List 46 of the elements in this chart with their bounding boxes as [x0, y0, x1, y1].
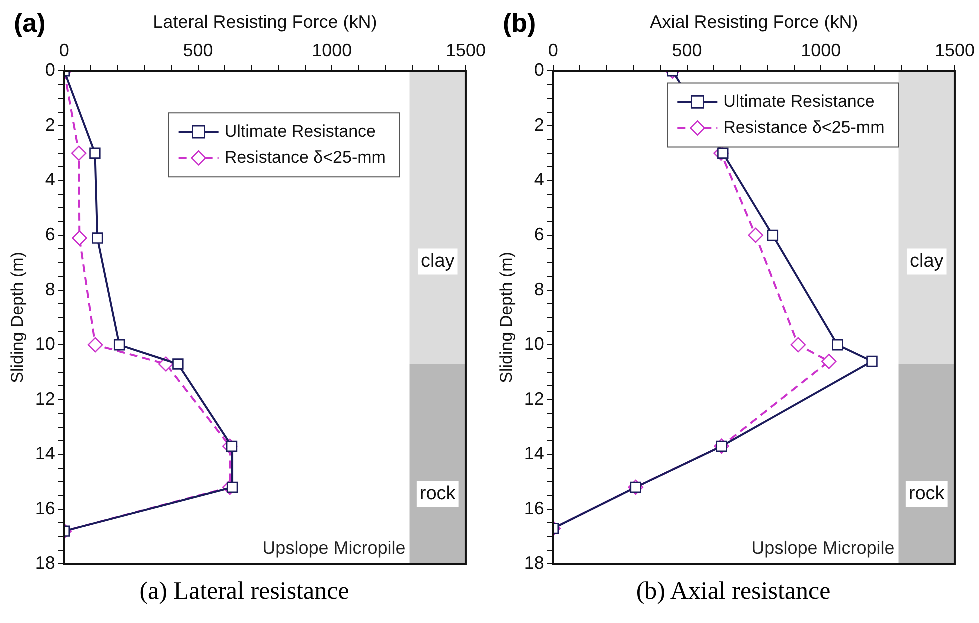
y-tick-label: 0 — [45, 60, 56, 80]
legend-label: Ultimate Resistance — [724, 92, 875, 111]
y-axis-title: Sliding Depth (m) — [496, 252, 516, 384]
x-tick-label: 500 — [183, 40, 214, 60]
text: (a) Lateral resistance — [138, 578, 350, 606]
y-tick-label: 2 — [534, 114, 544, 135]
chart-title: (a) — [14, 8, 46, 39]
x-tick-label: 1500 — [446, 40, 486, 60]
x-tick-label: 0 — [59, 40, 70, 60]
y-tick-label: 12 — [35, 388, 56, 409]
band-label: rock — [908, 483, 946, 504]
x-tick-label: 1500 — [934, 40, 975, 60]
y-tick-label: 10 — [35, 334, 56, 354]
y-tick-label: 16 — [524, 498, 544, 518]
band-label: clay — [420, 250, 456, 272]
y-tick-label: 4 — [45, 170, 56, 190]
y-tick-label: 8 — [534, 279, 544, 300]
y-tick-label: 18 — [524, 553, 544, 574]
y-tick-label: 14 — [35, 444, 56, 464]
y-axis-title: Sliding Depth (m) — [8, 252, 27, 384]
band-label: rock — [420, 483, 456, 504]
y-tick-label: 10 — [524, 334, 544, 354]
y-tick-label: 12 — [524, 388, 544, 409]
band-label: clay — [910, 250, 944, 272]
legend-label: Resistance δ<25-mm — [224, 148, 386, 167]
y-tick-label: 0 — [534, 60, 544, 80]
legend-label: Resistance δ<25-mm — [724, 118, 885, 137]
y-tick-label: 4 — [534, 170, 544, 190]
x-tick-label: 500 — [672, 40, 702, 60]
y-tick-label: 2 — [45, 114, 56, 135]
annotation: Upslope Micropile — [262, 538, 406, 558]
y-tick-label: 16 — [35, 498, 56, 518]
y-tick-label: 14 — [524, 444, 544, 464]
text: (b) Axial resistance — [635, 578, 832, 606]
y-tick-label: 6 — [45, 224, 56, 244]
y-tick-label: 6 — [534, 224, 544, 244]
legend-label: Ultimate Resistance — [224, 122, 376, 141]
annotation: Upslope Micropile — [752, 538, 895, 558]
x-tick-label: 1000 — [312, 40, 352, 60]
x-axis-title: Lateral Resisting Force (kN) — [153, 12, 378, 32]
x-tick-label: 0 — [548, 40, 558, 60]
chart-title: (b) — [503, 8, 536, 39]
y-tick-label: 8 — [45, 279, 56, 300]
x-axis-title: Axial Resisting Force (kN) — [650, 12, 858, 32]
x-tick-label: 1000 — [801, 40, 842, 60]
y-tick-label: 18 — [35, 553, 56, 574]
